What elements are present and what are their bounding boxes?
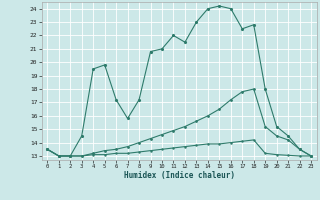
X-axis label: Humidex (Indice chaleur): Humidex (Indice chaleur) [124, 171, 235, 180]
